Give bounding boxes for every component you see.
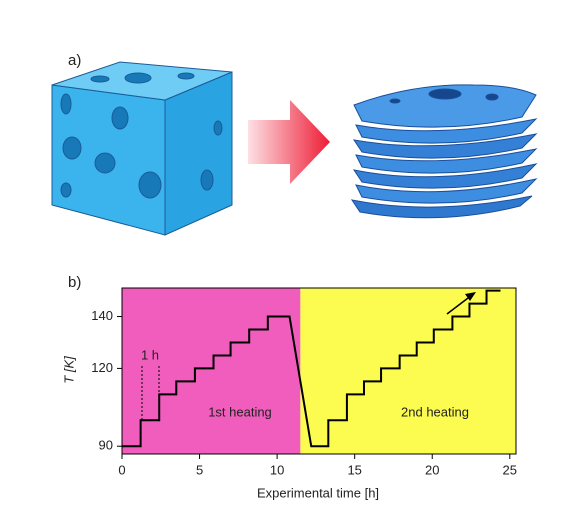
plot-frame [121,287,517,455]
x-axis-label: Experimental time [h] [257,485,379,500]
panel-label: a) [68,52,81,69]
layer-stack [350,84,538,219]
x-tick-label: 15 [347,462,361,477]
region-label: 2nd heating [401,404,469,419]
y-tick-label: 140 [91,308,113,323]
x-tick-label: 25 [503,462,517,477]
porous-cube [51,61,233,236]
panel-label: b) [68,274,81,291]
y-axis-label: T [K] [61,356,76,384]
x-tick-label: 20 [425,462,439,477]
arrow [248,100,330,184]
x-tick-label: 0 [118,462,125,477]
y-tick-label: 120 [91,360,113,375]
arrow-line [446,294,473,315]
annotation: 1 h [141,347,159,362]
x-tick-label: 5 [196,462,203,477]
y-tick-label: 90 [99,438,113,453]
line [122,289,501,448]
region-label: 1st heating [208,404,272,419]
region [122,288,301,454]
x-tick-label: 10 [270,462,284,477]
region [300,288,516,454]
arrow-head [465,292,476,301]
